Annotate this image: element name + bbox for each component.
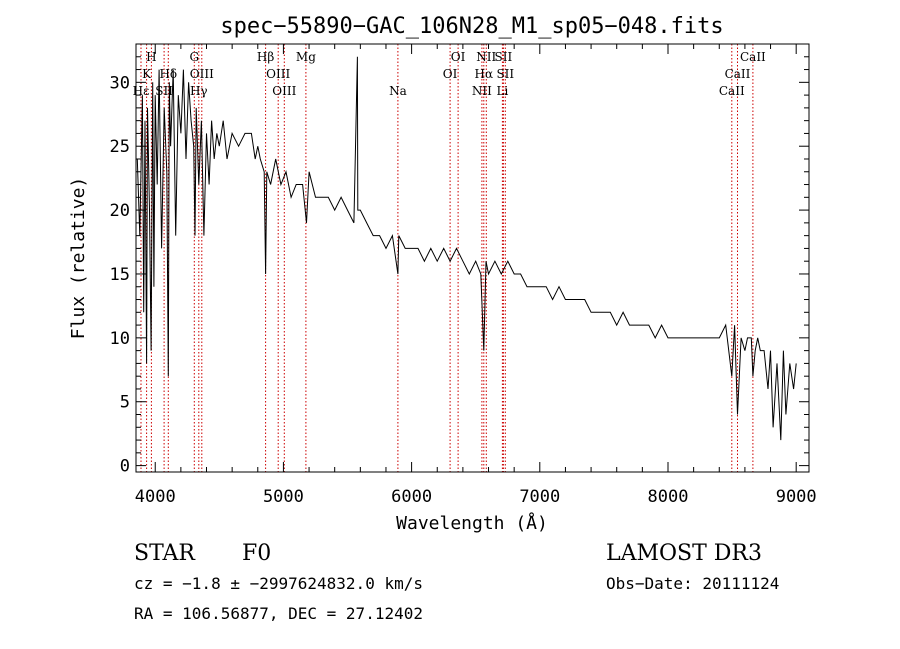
line-label-13: OI <box>451 50 466 64</box>
survey-name: LAMOST DR3 <box>606 541 762 566</box>
chart-title: spec−55890−GAC_106N28_M1_sp05−048.fits <box>220 14 723 39</box>
line-label-5: G <box>190 50 200 64</box>
x-axis-ticks: 4000 5000 6000 7000 8000 9000 <box>135 44 817 507</box>
line-label-1: K <box>142 67 152 81</box>
line-label-3: Hε <box>133 84 150 98</box>
spectral-line-labels: HK Hδ Hε SII G OIII Hγ Hβ OIII OIII Mg Na OI OI NII Hα N… <box>133 50 766 98</box>
line-label-11: Mg <box>296 50 316 64</box>
object-subclass: F0 <box>242 541 271 566</box>
line-label-23: CaII <box>719 84 745 98</box>
redshift-text: cz = −1.8 ± −2997624832.0 km/s <box>134 574 423 593</box>
object-class: STAR <box>134 541 196 566</box>
x-axis-label: Wavelength (Å) <box>396 512 548 534</box>
y-axis-ticks: 0 5 10 15 20 25 30 <box>110 56 809 477</box>
line-label-6: OIII <box>190 67 214 81</box>
line-label-17: NII <box>472 84 492 98</box>
spectral-line-markers <box>140 44 754 472</box>
line-label-4: SII <box>155 84 173 98</box>
x-tick-label-2: 6000 <box>391 487 432 507</box>
line-label-14: OI <box>443 67 458 81</box>
line-label-0: H <box>146 50 156 64</box>
x-tick-label-0: 4000 <box>135 487 176 507</box>
line-label-7: Hγ <box>190 84 208 98</box>
line-label-22: CaII <box>725 67 751 81</box>
line-label-19: SII <box>496 67 514 81</box>
obs-date-text: Obs−Date: 20111124 <box>606 574 779 593</box>
ra-dec-text: RA = 106.56877, DEC = 27.12402 <box>134 604 423 623</box>
x-tick-label-5: 9000 <box>776 487 817 507</box>
plot-frame <box>135 43 810 473</box>
line-label-20: Li <box>496 84 508 98</box>
y-tick-label-3: 15 <box>110 265 130 285</box>
y-axis-label: Flux (relative) <box>68 177 89 340</box>
line-label-8: Hβ <box>257 50 274 64</box>
flux-series-line <box>136 56 797 441</box>
line-label-21: CaII <box>740 50 766 64</box>
line-label-15: NII <box>476 50 496 64</box>
y-tick-label-1: 5 <box>120 393 130 413</box>
line-label-10: OIII <box>272 84 296 98</box>
line-label-16: Hα <box>475 67 494 81</box>
y-tick-label-0: 0 <box>120 457 130 477</box>
line-label-18: SII <box>495 50 513 64</box>
line-label-9: OIII <box>266 67 290 81</box>
x-tick-label-1: 5000 <box>263 487 304 507</box>
x-tick-label-3: 7000 <box>519 487 560 507</box>
y-tick-label-4: 20 <box>110 201 130 221</box>
line-label-2: Hδ <box>159 67 177 81</box>
line-label-12: Na <box>389 84 407 98</box>
y-tick-label-6: 30 <box>110 73 130 93</box>
y-tick-label-2: 10 <box>110 329 130 349</box>
y-tick-label-5: 25 <box>110 137 130 157</box>
x-tick-label-4: 8000 <box>648 487 689 507</box>
